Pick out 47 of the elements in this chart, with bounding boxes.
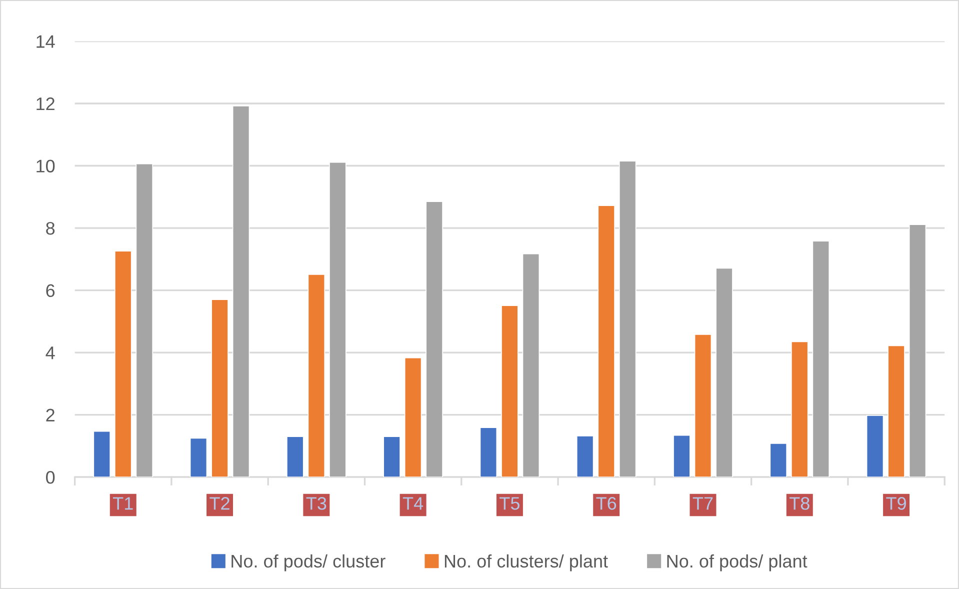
bar: [329, 162, 346, 478]
bar: [866, 415, 884, 478]
bar: [576, 436, 594, 478]
bar: [770, 443, 788, 478]
x-tick-label: T5: [500, 497, 520, 510]
legend-label: No. of pods/ cluster: [232, 554, 386, 572]
bar: [383, 436, 400, 478]
x-tick-label: T9: [886, 497, 906, 510]
bar: [404, 357, 422, 478]
bar: [426, 201, 443, 478]
x-tick-label: T2: [210, 497, 230, 510]
y-tick-label: 8: [46, 222, 55, 235]
x-tick-label: T1: [112, 497, 133, 510]
x-tick-label: T3: [306, 497, 326, 510]
bar: [522, 253, 540, 478]
bar: [190, 438, 208, 478]
y-tick-label: 0: [46, 471, 55, 484]
legend-label: No. of pods/ plant: [667, 554, 808, 572]
y-tick-label: 4: [46, 346, 55, 360]
y-tick-label: 10: [36, 160, 55, 172]
bar: [716, 268, 733, 478]
bar: [598, 205, 615, 478]
y-tick-label: 12: [36, 97, 54, 110]
bar: [888, 345, 905, 478]
bar: [308, 274, 326, 478]
bar: [136, 163, 154, 478]
y-tick-label: 14: [36, 35, 55, 48]
bar: [791, 341, 808, 478]
bar: [93, 430, 110, 478]
x-tick-label: T8: [790, 497, 810, 510]
bar: [232, 106, 250, 478]
x-tick-label: T7: [692, 497, 713, 510]
legend-label: No. of clusters/ plant: [444, 554, 608, 572]
bar: [286, 436, 304, 478]
bar: [480, 427, 498, 478]
bar: [618, 160, 636, 478]
y-tick-label: 2: [46, 408, 54, 422]
bar: [673, 434, 690, 478]
x-tick-label: T4: [402, 497, 424, 510]
bar: [211, 299, 228, 478]
bar: [114, 250, 132, 478]
bar: [812, 240, 830, 478]
bar: [908, 224, 926, 478]
y-tick-label: 6: [46, 284, 55, 298]
bar: [501, 305, 518, 478]
x-tick-label: T6: [596, 497, 616, 510]
bar: [694, 334, 712, 478]
